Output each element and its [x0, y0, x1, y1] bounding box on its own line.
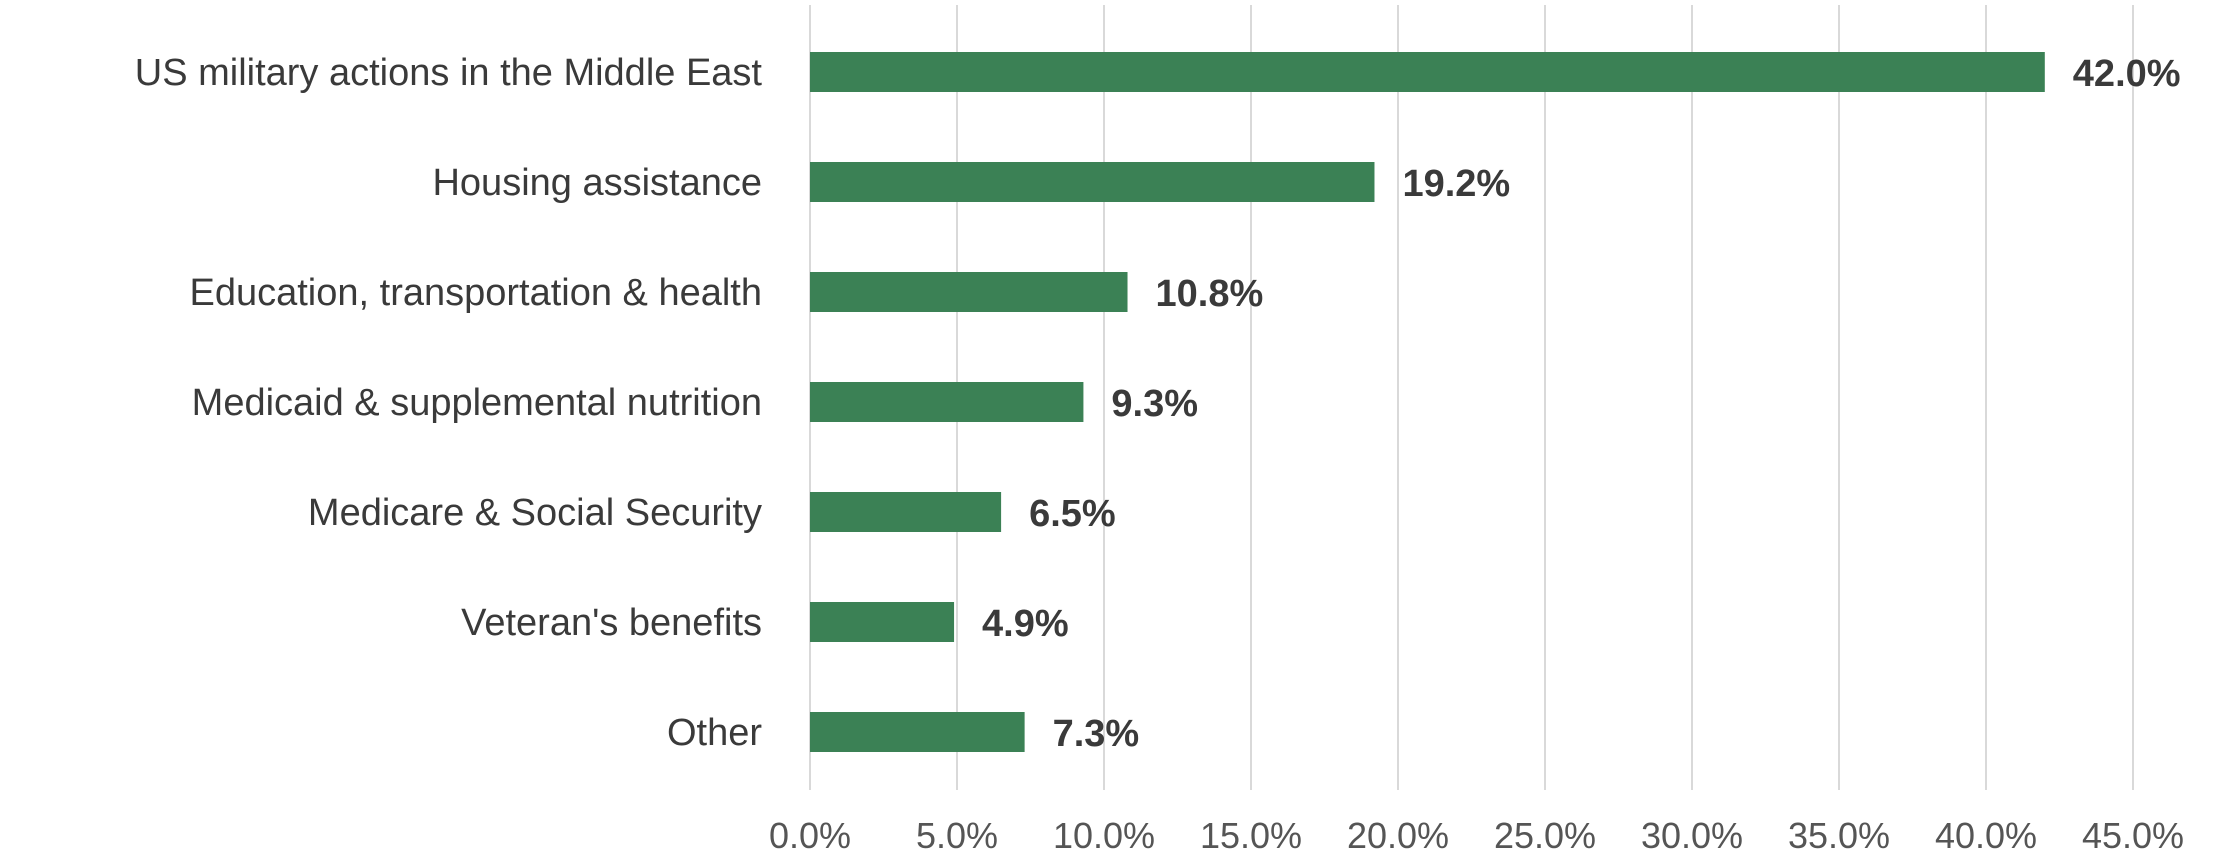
x-axis-tick-labels: 0.0% 5.0% 10.0% 15.0% 20.0% 25.0% 30.0% 35.0% 40… — [769, 815, 2184, 856]
bar — [810, 492, 1002, 532]
value-label: 9.3% — [1111, 383, 1198, 425]
value-label: 7.3% — [1053, 713, 1140, 755]
x-tick-label: 0.0% — [769, 815, 851, 856]
category-label: Medicare & Social Security — [308, 492, 762, 534]
category-label: US military actions in the Middle East — [135, 52, 763, 94]
value-label: 19.2% — [1402, 163, 1510, 205]
x-tick-label: 25.0% — [1494, 815, 1596, 856]
category-label: Housing assistance — [432, 162, 762, 204]
bar — [810, 712, 1025, 752]
x-tick-label: 10.0% — [1053, 815, 1155, 856]
bars — [810, 52, 2045, 752]
bar — [810, 162, 1375, 202]
value-label: 6.5% — [1029, 493, 1116, 535]
x-tick-label: 5.0% — [916, 815, 998, 856]
x-tick-label: 45.0% — [2082, 815, 2184, 856]
bar — [810, 272, 1128, 312]
x-tick-label: 35.0% — [1788, 815, 1890, 856]
value-label: 4.9% — [982, 603, 1069, 645]
bar — [810, 382, 1084, 422]
x-tick-label: 40.0% — [1935, 815, 2037, 856]
bar — [810, 52, 2045, 92]
grid-lines — [809, 5, 2134, 790]
category-label: Education, transportation & health — [190, 272, 763, 314]
x-tick-label: 30.0% — [1641, 815, 1743, 856]
category-label: Medicaid & supplemental nutrition — [192, 382, 762, 424]
category-label: Other — [667, 712, 762, 754]
value-label: 42.0% — [2073, 53, 2181, 95]
bar — [810, 602, 955, 642]
x-tick-label: 15.0% — [1200, 815, 1302, 856]
category-labels: US military actions in the Middle East Ho… — [135, 52, 763, 754]
x-tick-label: 20.0% — [1347, 815, 1449, 856]
category-label: Veteran's benefits — [461, 602, 762, 644]
value-label: 10.8% — [1156, 273, 1264, 315]
value-labels: 42.0% 19.2% 10.8% 9.3% 6.5% 4.9% 7.3% — [982, 53, 2180, 755]
